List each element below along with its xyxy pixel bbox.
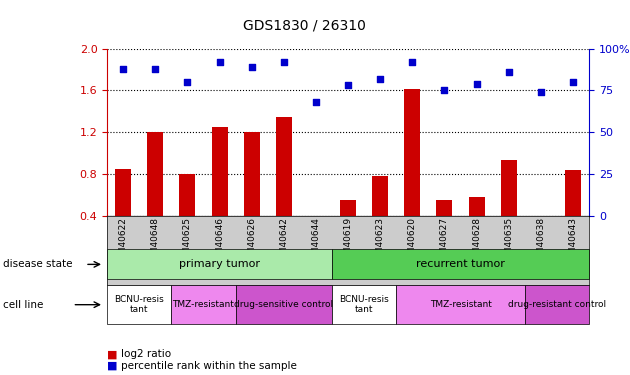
Text: GSM40622: GSM40622	[118, 217, 128, 266]
Bar	[533, 216, 549, 218]
Point	[151, 66, 160, 72]
Point	[504, 69, 514, 75]
Bar	[404, 89, 420, 216]
Text: primary tumor: primary tumor	[179, 260, 260, 269]
Text: GSM40642: GSM40642	[279, 217, 289, 266]
Point	[375, 76, 386, 82]
Text: drug-sensitive control: drug-sensitive control	[234, 300, 333, 309]
Bar	[340, 200, 356, 216]
Text: GSM40635: GSM40635	[504, 217, 513, 266]
Point	[343, 82, 353, 88]
Text: TMZ-resistant: TMZ-resistant	[173, 300, 234, 309]
Text: GSM40623: GSM40623	[375, 217, 385, 266]
Text: GSM40627: GSM40627	[440, 217, 449, 266]
Point	[408, 59, 418, 65]
Text: GSM40628: GSM40628	[472, 217, 481, 266]
Bar	[147, 132, 163, 216]
Text: GSM40638: GSM40638	[536, 217, 546, 266]
Bar	[276, 117, 292, 216]
Bar	[469, 197, 484, 216]
Text: GSM40625: GSM40625	[183, 217, 192, 266]
Point	[311, 99, 321, 105]
Text: percentile rank within the sample: percentile rank within the sample	[121, 361, 297, 370]
Text: GSM40644: GSM40644	[311, 217, 321, 266]
Text: disease state: disease state	[3, 260, 72, 269]
Bar	[372, 176, 388, 216]
Bar	[244, 132, 260, 216]
Text: recurrent tumor: recurrent tumor	[416, 260, 505, 269]
Bar	[565, 170, 581, 216]
Point	[568, 79, 578, 85]
Point	[247, 64, 257, 70]
Text: GSM40648: GSM40648	[151, 217, 160, 266]
Text: BCNU-resis
tant: BCNU-resis tant	[115, 295, 164, 314]
Text: BCNU-resis
tant: BCNU-resis tant	[340, 295, 389, 314]
Bar	[212, 127, 227, 216]
Text: GSM40643: GSM40643	[568, 217, 578, 266]
Text: GSM40619: GSM40619	[343, 217, 353, 266]
Text: ■: ■	[107, 350, 118, 359]
Point	[183, 79, 193, 85]
Bar	[501, 160, 517, 216]
Point	[214, 59, 225, 65]
Bar	[115, 169, 131, 216]
Text: drug-resistant control: drug-resistant control	[508, 300, 606, 309]
Text: GDS1830 / 26310: GDS1830 / 26310	[243, 19, 365, 33]
Text: GSM40626: GSM40626	[247, 217, 256, 266]
Point	[118, 66, 129, 72]
Text: cell line: cell line	[3, 300, 43, 310]
Text: TMZ-resistant: TMZ-resistant	[430, 300, 491, 309]
Point	[440, 87, 450, 93]
Bar	[180, 174, 195, 216]
Bar	[308, 216, 324, 218]
Point	[278, 59, 289, 65]
Point	[471, 81, 482, 87]
Text: ■: ■	[107, 361, 118, 370]
Bar	[437, 200, 452, 216]
Text: log2 ratio: log2 ratio	[121, 350, 171, 359]
Text: GSM40620: GSM40620	[408, 217, 417, 266]
Point	[536, 89, 546, 95]
Text: GSM40646: GSM40646	[215, 217, 224, 266]
